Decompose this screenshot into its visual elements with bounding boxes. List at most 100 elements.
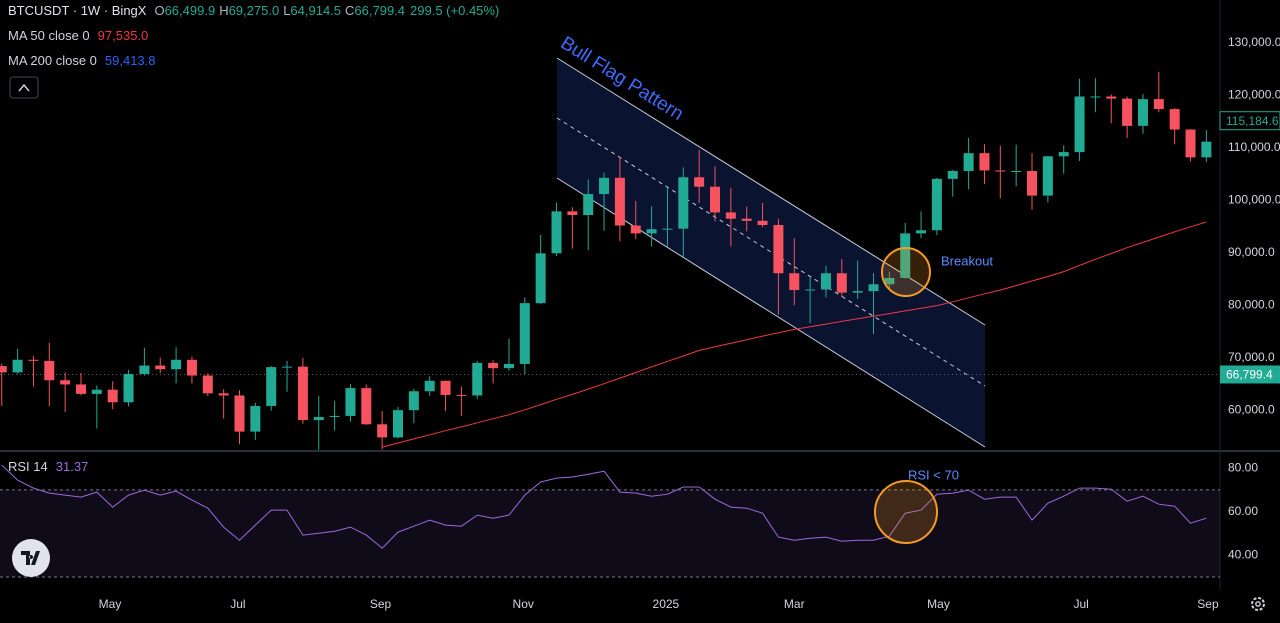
- rsi-band: [0, 489, 1220, 577]
- candle-body: [1074, 96, 1085, 153]
- breakout-label: Breakout: [941, 253, 993, 268]
- y-tick-label: 130,000.0: [1228, 35, 1280, 49]
- legend-value: 31.37: [56, 459, 89, 474]
- x-tick-label: Jul: [1073, 597, 1088, 611]
- candle-body: [488, 362, 499, 369]
- candle-body: [1185, 129, 1196, 158]
- candle-body: [361, 388, 372, 425]
- x-tick-label: 2025: [653, 597, 680, 611]
- axes: 60,000.0 70,000.0 80,000.0 90,000.0 100,000.…: [99, 35, 1280, 611]
- ma200-legend: MA 200 close 0 59,413.8: [8, 53, 156, 68]
- rsi-pane: [0, 464, 1220, 578]
- candle-body: [1042, 156, 1053, 196]
- candle-body: [725, 212, 736, 219]
- y-tick-label: 90,000.0: [1228, 245, 1275, 259]
- legend-name: MA 200 close 0: [8, 53, 97, 68]
- candle-body: [1106, 96, 1117, 99]
- last-price-tag: [1219, 111, 1280, 131]
- candle-body: [28, 359, 39, 361]
- candle-body: [1058, 152, 1069, 157]
- collapse-button[interactable]: [9, 76, 39, 99]
- candle-body: [1027, 170, 1038, 196]
- bull-flag-channel: [556, 57, 986, 448]
- gear-hole[interactable]: [1255, 601, 1261, 607]
- candle-body: [456, 394, 467, 396]
- candle-body: [139, 365, 150, 374]
- candle-body: [171, 359, 182, 370]
- candle-body: [900, 233, 911, 278]
- candle-body: [282, 366, 293, 368]
- y-tick-label: 80.00: [1228, 460, 1258, 474]
- ohlc-value: 64,914.5: [290, 3, 341, 18]
- candle-body: [741, 218, 752, 221]
- legend-name: RSI 14: [8, 459, 48, 474]
- candle-body: [630, 225, 641, 234]
- candle-body: [662, 228, 673, 230]
- candle-body: [44, 360, 55, 381]
- crosshair-tag-label: 66,799.4: [1226, 368, 1273, 382]
- change: 299.5 (+0.45%): [410, 3, 499, 18]
- candle-body: [0, 366, 7, 373]
- x-tick-label: Nov: [513, 597, 534, 611]
- candle-body: [1169, 109, 1180, 130]
- candle-body: [472, 362, 483, 396]
- y-tick-label: 100,000.0: [1228, 193, 1280, 207]
- candle-body: [820, 273, 831, 290]
- channel-fill: [557, 58, 985, 447]
- legend-value: 59,413.8: [105, 53, 156, 68]
- candle-body: [567, 211, 578, 216]
- candle-body: [757, 220, 768, 225]
- y-tick-label: 120,000.0: [1228, 88, 1280, 102]
- candle-body: [1137, 99, 1148, 126]
- ohlc-key: L: [283, 3, 290, 18]
- x-tick-label: Sep: [1197, 597, 1219, 611]
- channel-bottom: [556, 177, 986, 448]
- ma-line: [382, 221, 1207, 448]
- logo-mark[interactable]: [21, 551, 40, 565]
- settings-button[interactable]: [1251, 597, 1265, 611]
- y-tick-label: 80,000.0: [1228, 297, 1275, 311]
- candle-body: [266, 367, 277, 406]
- y-tick-label: 40.00: [1228, 547, 1258, 561]
- candle-body: [646, 229, 657, 234]
- candle-body: [678, 177, 689, 229]
- candle-body: [60, 380, 71, 385]
- candle-body: [393, 410, 404, 438]
- candle-body: [535, 253, 546, 304]
- x-tick-label: Jul: [230, 597, 245, 611]
- candle-body: [250, 405, 261, 432]
- candle-body: [218, 393, 229, 396]
- candle-body: [123, 373, 134, 403]
- candle-body: [836, 273, 847, 293]
- tradingview-logo[interactable]: [12, 539, 50, 577]
- gear-icon[interactable]: [1251, 597, 1265, 611]
- candle-body: [1201, 141, 1212, 158]
- chevron-icon[interactable]: [18, 83, 30, 92]
- ohlc-key: O: [154, 3, 164, 18]
- candle-body: [91, 389, 102, 394]
- symbol-legend: BTCUSDT · 1W · BingX O66,499.9 H69,275.0 L6…: [8, 3, 499, 18]
- candle-body: [789, 273, 800, 291]
- candle-body: [408, 391, 419, 411]
- candle-body: [503, 363, 514, 369]
- button-frame[interactable]: [9, 76, 39, 99]
- ohlc-value: 66,799.4: [354, 3, 405, 18]
- candle-body: [614, 177, 625, 226]
- ohlc-key: C: [345, 3, 354, 18]
- x-tick-label: May: [927, 597, 950, 611]
- ohlc-value: 69,275.0: [229, 3, 280, 18]
- ma50-legend: MA 50 close 0 97,535.0: [8, 28, 148, 43]
- rsi-legend: RSI 14 31.37: [8, 459, 88, 474]
- candle-body: [995, 170, 1006, 172]
- rsi-label: RSI < 70: [908, 467, 959, 482]
- y-tick-label: 110,000.0: [1228, 140, 1280, 154]
- candle-body: [599, 177, 610, 195]
- candle-body: [155, 365, 166, 370]
- candle-body: [868, 284, 879, 292]
- candle-body: [979, 153, 990, 171]
- candle-body: [186, 359, 197, 376]
- candle-body: [963, 153, 974, 171]
- candle-body: [947, 170, 958, 179]
